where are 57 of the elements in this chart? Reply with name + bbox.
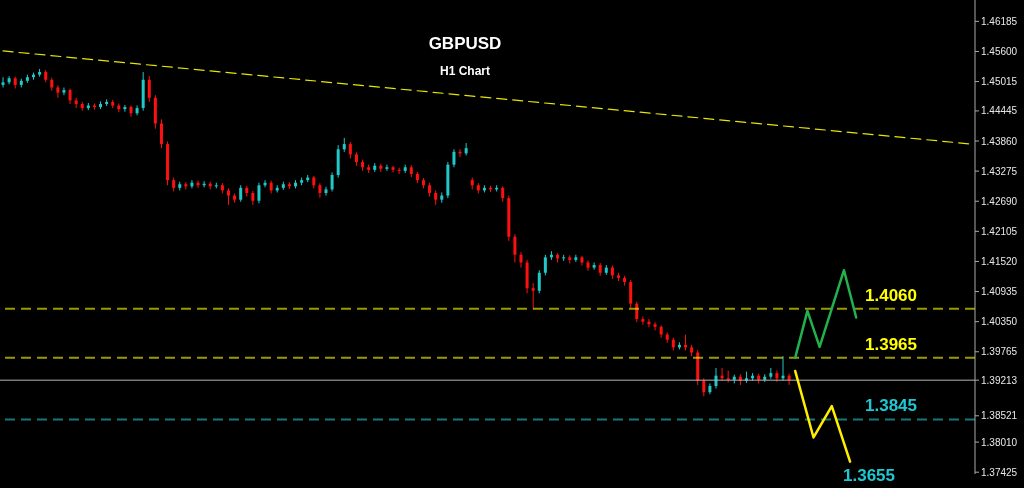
y-tick-label: 1.41520 [981,256,1018,267]
candlestick [531,282,535,310]
y-tick-label: 1.45600 [981,46,1018,58]
y-tick-label: 1.43860 [981,135,1018,147]
candlestick [74,97,78,109]
candlestick [269,180,273,195]
candlestick [147,75,151,103]
candlestick [464,142,468,156]
y-tick-label: 1.46185 [981,15,1018,27]
y-tick-label: 1.39213 [981,374,1018,386]
candlestick [653,321,657,331]
y-tick-label: 1.37425 [981,466,1018,478]
ref-line-label: 1.3845 [865,396,917,416]
candlestick [592,261,596,271]
y-tick-label: 1.43275 [981,165,1018,177]
candlestick [397,167,401,175]
y-tick-label: 1.40350 [981,316,1018,328]
candlestick [62,86,66,96]
text: GBPUSD [427,34,503,54]
candlestick [775,370,779,383]
candlestick [708,382,712,395]
candlestick [635,301,639,323]
ref-line-label: 1.3965 [865,334,917,354]
y-tick-label: 1.44445 [981,105,1018,117]
y-tick-label: 1.38521 [981,410,1018,422]
candlestick [123,104,127,113]
candlestick [129,105,133,118]
y-tick-label: 1.39765 [981,346,1018,358]
candlestick [257,182,261,204]
candlestick [629,279,633,309]
candlestick [1,76,5,88]
y-tick-label: 1.42105 [981,225,1018,237]
candlestick [519,251,523,269]
candlestick [324,186,328,197]
candlestick [513,233,517,263]
ref-line-label: 1.4060 [865,285,917,305]
candlestick [537,269,541,294]
candlestick [159,118,163,149]
y-tick-label: 1.38010 [981,436,1018,448]
candlestick [543,254,547,276]
y-tick-label: 1.42690 [981,195,1018,207]
candlestick [385,164,389,172]
candlestick [580,255,584,267]
candlestick [56,84,60,99]
candlestick [330,171,334,192]
candlestick [318,182,322,199]
annotation: 1.3655 [843,466,895,486]
line-series [793,268,858,359]
candlestick [452,148,456,168]
candlestick [702,377,706,397]
line-series [793,369,852,463]
candlestick [586,259,590,272]
text: H1 Chart [439,64,491,78]
candlestick [641,316,645,326]
y-tick-label: 1.40935 [981,286,1018,298]
y-tick-label: 1.45015 [981,76,1018,88]
candlestick [7,75,11,85]
